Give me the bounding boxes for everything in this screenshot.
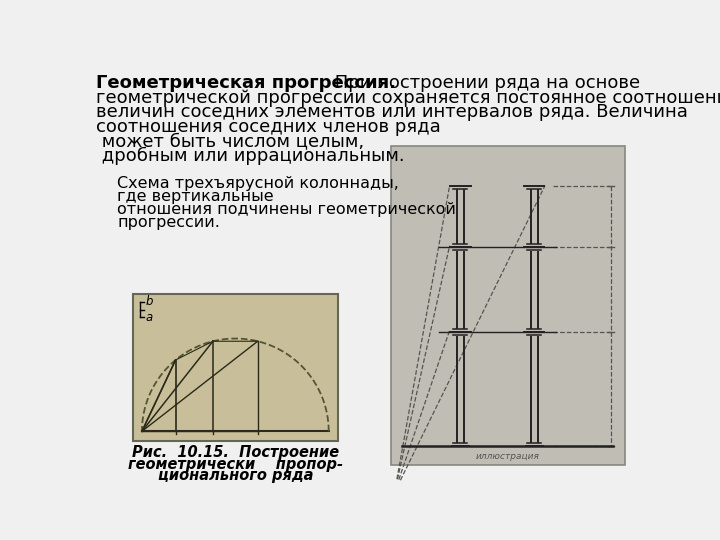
Text: может быть числом целым,: может быть числом целым,	[96, 132, 364, 151]
Bar	[391, 146, 625, 465]
Bar	[132, 294, 338, 441]
Text: геометрически    пропор-: геометрически пропор-	[127, 457, 343, 472]
Text: b: b	[145, 295, 153, 308]
Text: Схема трехъярусной колоннады,: Схема трехъярусной колоннады,	[117, 176, 399, 191]
Text: a: a	[145, 311, 153, 324]
Text: где вертикальные: где вертикальные	[117, 189, 274, 204]
Text: ционального ряда: ционального ряда	[158, 468, 313, 483]
Text: При построении ряда на основе: При построении ряда на основе	[329, 74, 640, 92]
Text: отношения подчинены геометрической: отношения подчинены геометрической	[117, 202, 456, 217]
Text: геометрической прогрессии сохраняется постоянное соотношение: геометрической прогрессии сохраняется по…	[96, 89, 720, 107]
Text: соотношения соседних членов ряда: соотношения соседних членов ряда	[96, 118, 441, 136]
Text: Рис.  10.15.  Построение: Рис. 10.15. Построение	[132, 445, 339, 460]
Text: величин соседних элементов или интервалов ряда. Величина: величин соседних элементов или интервало…	[96, 103, 688, 122]
Text: иллюстрация: иллюстрация	[476, 451, 540, 461]
Text: Геометрическая прогрессия.: Геометрическая прогрессия.	[96, 74, 396, 92]
Text: прогрессии.: прогрессии.	[117, 215, 220, 230]
Text: дробным или иррациональным.: дробным или иррациональным.	[96, 147, 405, 165]
